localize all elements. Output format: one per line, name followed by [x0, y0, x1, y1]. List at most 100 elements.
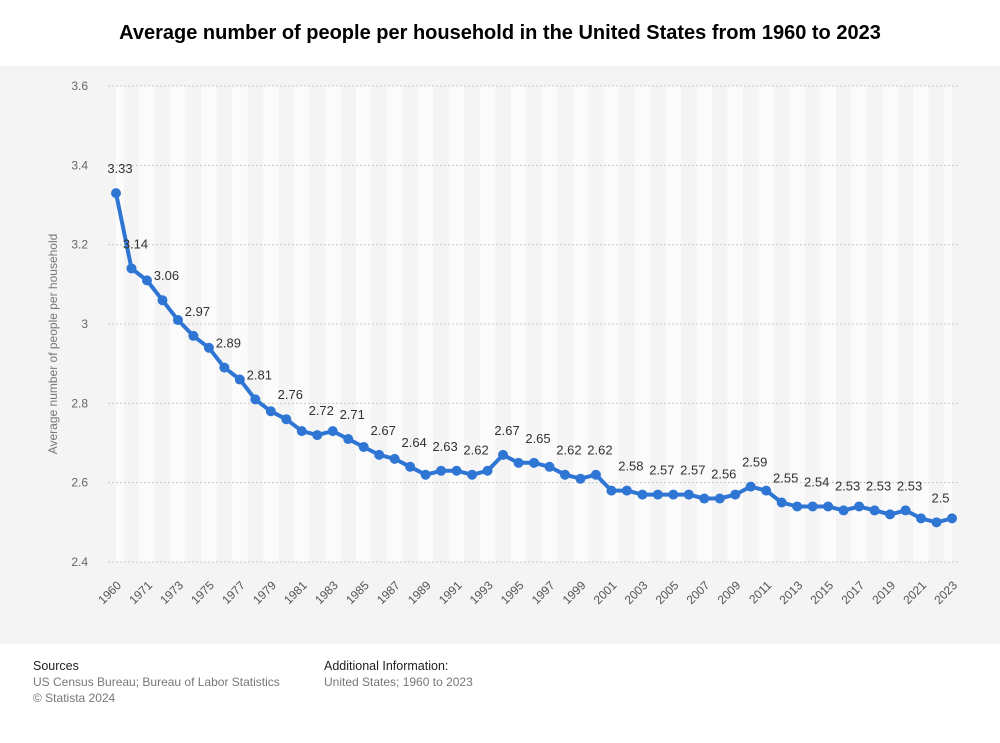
data-point — [172, 315, 183, 326]
data-label: 2.76 — [278, 387, 303, 402]
data-label: 2.5 — [931, 490, 949, 505]
data-label: 2.67 — [371, 423, 396, 438]
data-point — [157, 295, 168, 306]
additional-info-line: United States; 1960 to 2023 — [324, 675, 473, 689]
y-tick-label: 2.4 — [71, 555, 88, 569]
data-point — [699, 493, 710, 504]
column-band — [139, 86, 155, 562]
data-label: 2.57 — [649, 463, 674, 478]
data-point — [436, 465, 447, 476]
data-label: 2.53 — [866, 478, 891, 493]
data-point — [234, 374, 245, 385]
data-point — [498, 449, 509, 460]
data-point — [296, 426, 307, 437]
x-tick-label: 1979 — [250, 578, 279, 607]
data-point — [126, 263, 137, 274]
data-label: 2.63 — [432, 439, 457, 454]
x-tick-label: 1987 — [374, 578, 403, 607]
chart-panel: 2.4 2.6 2.8 3 3.2 3.4 3.6 Average number of peo… — [0, 66, 1000, 644]
copyright-line: © Statista 2024 — [33, 691, 116, 705]
x-tick-label: 1999 — [560, 578, 589, 607]
column-band — [263, 86, 279, 562]
data-label: 2.81 — [247, 367, 272, 382]
x-tick-label: 2017 — [838, 578, 867, 607]
data-point — [141, 275, 152, 286]
data-point — [281, 414, 292, 425]
data-point — [807, 501, 818, 512]
x-tick-label: 1975 — [188, 578, 217, 607]
data-point — [900, 505, 911, 516]
x-tick-label: 1989 — [405, 578, 434, 607]
data-label: 2.57 — [680, 463, 705, 478]
y-tick-label: 3.4 — [71, 158, 88, 172]
data-label: 3.14 — [123, 236, 148, 251]
data-point — [714, 493, 725, 504]
data-label: 2.65 — [525, 431, 550, 446]
data-point — [482, 465, 493, 476]
column-band — [603, 86, 620, 562]
data-point — [652, 489, 663, 500]
column-band — [758, 86, 774, 562]
data-label: 2.64 — [401, 435, 426, 450]
x-tick-label: 1960 — [95, 578, 124, 607]
data-point — [869, 505, 880, 516]
data-label: 2.56 — [711, 467, 736, 482]
data-point — [188, 330, 199, 341]
column-band — [510, 86, 527, 562]
data-point — [405, 461, 416, 472]
data-point — [792, 501, 803, 512]
column-band — [116, 86, 124, 562]
data-point — [745, 481, 756, 492]
x-tick-label: 1997 — [529, 578, 558, 607]
x-tick-label: 1983 — [312, 578, 341, 607]
data-point — [559, 469, 570, 480]
column-band — [479, 86, 496, 562]
x-tick-label: 2005 — [653, 578, 682, 607]
data-point — [312, 430, 323, 441]
data-point — [327, 426, 338, 437]
data-point — [420, 469, 431, 480]
data-label: 2.54 — [804, 474, 829, 489]
additional-info-heading: Additional Information: — [324, 659, 449, 673]
data-point — [885, 509, 896, 520]
data-point — [513, 457, 524, 468]
data-label: 2.58 — [618, 459, 643, 474]
data-point — [854, 501, 865, 512]
column-band — [386, 86, 403, 562]
column-band — [882, 86, 898, 562]
data-point — [374, 449, 385, 460]
data-point — [467, 469, 478, 480]
data-point — [823, 501, 834, 512]
y-tick-label: 3.2 — [71, 238, 88, 252]
y-tick-label: 3.6 — [71, 79, 88, 93]
data-label: 2.62 — [463, 443, 488, 458]
data-label: 3.06 — [154, 268, 179, 283]
data-point — [590, 469, 601, 480]
data-label: 2.67 — [494, 423, 519, 438]
x-tick-label: 2003 — [622, 578, 651, 607]
data-point — [250, 394, 261, 405]
x-tick-label: 2007 — [684, 578, 713, 607]
x-tick-label: 1993 — [467, 578, 496, 607]
chart-title: Average number of people per household i… — [119, 22, 881, 44]
data-point — [389, 453, 400, 464]
x-tick-label: 1973 — [157, 578, 186, 607]
x-tick-label: 2013 — [777, 578, 806, 607]
data-label: 2.89 — [216, 336, 241, 351]
data-point — [761, 485, 772, 496]
data-point — [265, 406, 276, 417]
data-point — [358, 441, 369, 452]
data-point — [606, 485, 617, 496]
x-tick-label: 2019 — [869, 578, 898, 607]
y-tick-label: 2.8 — [71, 396, 88, 410]
data-label: 2.53 — [897, 478, 922, 493]
data-point — [544, 461, 555, 472]
data-point — [776, 497, 787, 508]
x-tick-label: 2011 — [746, 578, 774, 606]
x-tick-label: 1985 — [343, 578, 372, 607]
column-band — [634, 86, 651, 562]
data-point — [529, 457, 539, 468]
data-label: 3.33 — [107, 161, 132, 176]
data-point — [637, 489, 648, 500]
line-chart: 2.4 2.6 2.8 3 3.2 3.4 3.6 Average number of peo… — [46, 79, 960, 607]
